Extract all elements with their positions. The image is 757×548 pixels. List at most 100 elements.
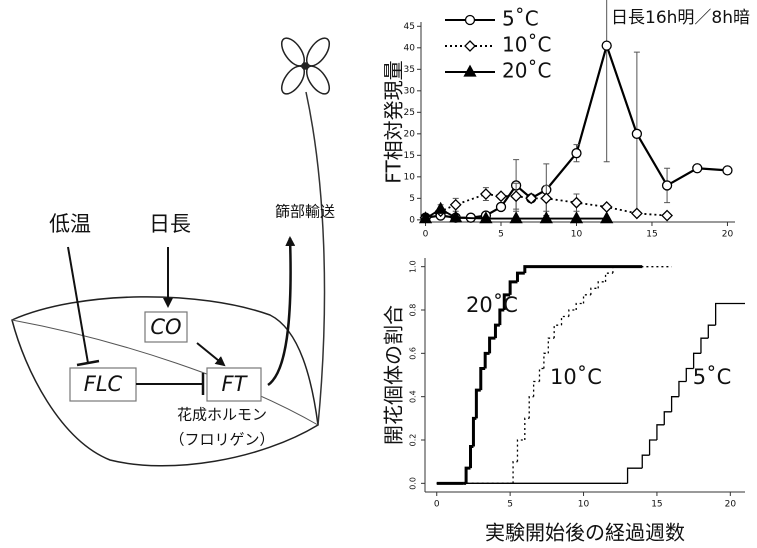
- step-segment: [473, 418, 476, 446]
- step-segment: [476, 390, 480, 418]
- marker: [571, 198, 581, 208]
- marker: [693, 164, 702, 173]
- arrow: [197, 343, 224, 365]
- flower: [277, 34, 333, 97]
- step-segment: [513, 462, 517, 484]
- y-tick-label: 5: [409, 194, 415, 204]
- step-segment: [554, 325, 561, 338]
- step-segment: [466, 468, 470, 483]
- y-axis-label: FT相対発現量: [382, 60, 406, 183]
- marker: [541, 213, 552, 223]
- step-segment: [495, 325, 499, 338]
- marker: [481, 189, 491, 199]
- legend-marker: [465, 41, 475, 51]
- figure: 低温 日長 篩部輸送 CO FLC FT 花成ホルモン （フロリゲン） 0 5 10…: [0, 0, 757, 548]
- chart-title: 日長16h明／8h暗: [611, 8, 750, 28]
- step-segment: [534, 382, 540, 397]
- step-segment: [628, 468, 643, 483]
- step-segment: [606, 273, 613, 282]
- marker: [572, 149, 581, 158]
- step-segment: [485, 353, 489, 368]
- step-segment: [657, 425, 664, 440]
- legend-label: 20˚C: [502, 59, 551, 83]
- y-tick-label: 1.0: [409, 260, 418, 273]
- x-tick-label: 0: [423, 230, 429, 240]
- x-tick-label: 5: [498, 230, 504, 240]
- step-segment: [664, 412, 671, 425]
- x-tick-label: 20: [722, 230, 734, 240]
- step-segment: [591, 288, 598, 295]
- step-segment: [576, 304, 583, 311]
- error-bar: [604, 0, 610, 162]
- cold-label: 低温: [49, 212, 91, 236]
- y-tick-label: 0.4: [409, 390, 418, 403]
- marker: [663, 181, 672, 190]
- step-segment: [569, 310, 576, 317]
- marker: [511, 191, 521, 201]
- y-tick-label: 0.8: [409, 304, 418, 317]
- marker: [662, 211, 672, 221]
- marker: [632, 208, 642, 218]
- marker: [601, 213, 612, 223]
- step-segment: [525, 418, 529, 440]
- x-tick-label: 15: [651, 500, 662, 510]
- x-tick-label: 10: [578, 500, 590, 510]
- step-segment: [517, 273, 524, 282]
- step-segment: [525, 267, 642, 274]
- x-tick-label: 20: [725, 500, 737, 510]
- step-segment: [584, 295, 591, 304]
- diagram: 低温 日長 篩部輸送 CO FLC FT 花成ホルモン （フロリゲン）: [12, 34, 335, 465]
- flc-label: FLC: [84, 372, 123, 396]
- step-segment: [716, 304, 745, 326]
- ft-label: FT: [222, 372, 249, 396]
- marker: [541, 193, 551, 203]
- series-label: 10˚C: [550, 365, 602, 389]
- legend-marker: [466, 16, 475, 25]
- step-segment: [672, 397, 679, 412]
- step-segment: [562, 317, 569, 326]
- marker: [511, 213, 522, 223]
- marker: [602, 41, 611, 50]
- florigen-label: （フロリゲン）: [169, 431, 274, 449]
- y-tick-label: 40: [404, 43, 416, 53]
- marker: [632, 129, 641, 138]
- x-axis-label: 実験開始後の経過週数: [485, 521, 685, 545]
- step-segment: [708, 325, 715, 338]
- x-tick-label: 0: [434, 500, 440, 510]
- step-segment: [544, 353, 548, 368]
- y-tick-label: 0.2: [409, 434, 418, 447]
- marker: [723, 166, 732, 175]
- marker: [451, 200, 461, 210]
- y-tick-label: 0: [409, 215, 415, 225]
- step-segment: [650, 440, 657, 455]
- legend-label: 5˚C: [502, 7, 539, 31]
- step-segment: [598, 282, 605, 289]
- daylength-label: 日長: [149, 212, 191, 236]
- y-tick-label: 0.0: [409, 477, 418, 490]
- transport-arrow: [268, 238, 291, 385]
- phloem-label: 篩部輸送: [275, 203, 335, 221]
- step-segment: [642, 455, 649, 468]
- hormone-label: 花成ホルモン: [177, 406, 267, 424]
- step-segment: [517, 440, 524, 462]
- step-segment: [490, 338, 496, 353]
- x-tick-label: 15: [646, 230, 657, 240]
- step-segment: [471, 447, 474, 469]
- marker: [571, 213, 582, 223]
- marker: [435, 203, 446, 213]
- step-segment: [539, 369, 543, 382]
- step-segment: [548, 338, 554, 353]
- y-tick-label: 45: [404, 22, 415, 32]
- step-segment: [529, 397, 533, 419]
- step-segment: [701, 338, 708, 353]
- x-tick-label: 10: [571, 230, 583, 240]
- series-label: 5˚C: [693, 365, 732, 389]
- y-axis-label: 開花個体の割合: [382, 305, 406, 445]
- co-label: CO: [150, 315, 181, 339]
- marker: [496, 191, 506, 201]
- series-label: 20˚C: [466, 293, 518, 317]
- step-segment: [481, 369, 485, 391]
- marker: [602, 202, 612, 212]
- marker: [497, 202, 506, 211]
- legend-label: 10˚C: [502, 33, 551, 57]
